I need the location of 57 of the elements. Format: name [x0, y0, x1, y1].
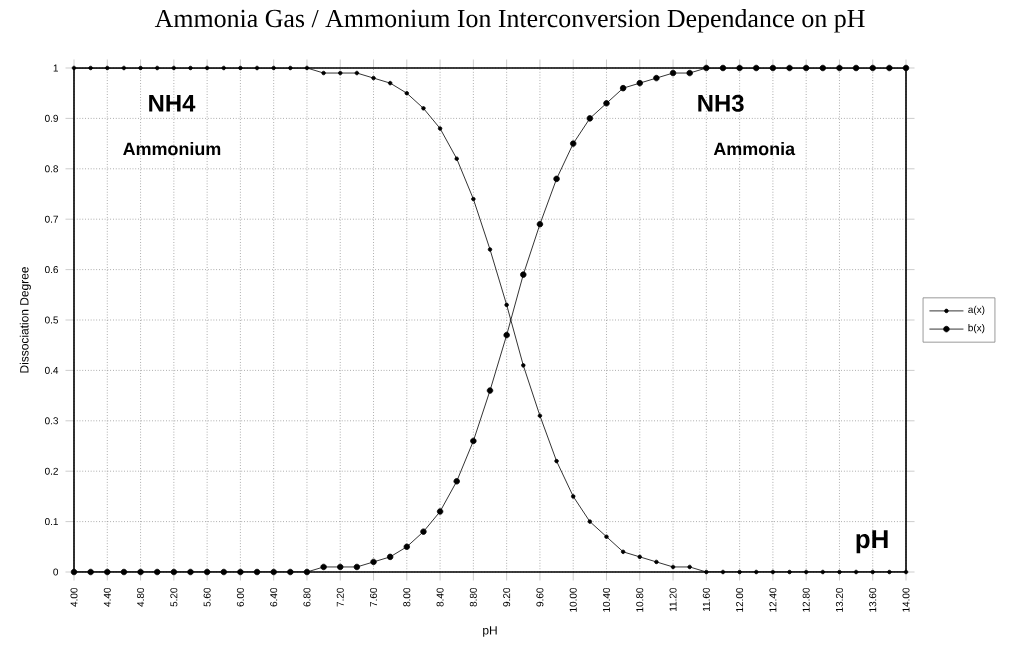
point	[303, 568, 311, 576]
point	[819, 64, 826, 72]
point	[703, 64, 710, 72]
annotation: Ammonia	[713, 142, 796, 156]
point	[203, 568, 211, 576]
point	[736, 64, 743, 72]
point	[636, 79, 643, 87]
point	[120, 568, 128, 576]
point	[220, 568, 227, 576]
point	[769, 64, 777, 72]
point	[753, 64, 760, 72]
point	[570, 140, 577, 147]
point	[187, 568, 194, 576]
point	[170, 568, 178, 576]
point	[287, 568, 294, 576]
point	[536, 221, 544, 228]
point	[403, 543, 410, 550]
point	[486, 387, 494, 394]
annotation: pH	[856, 530, 888, 554]
point	[586, 115, 594, 122]
point	[619, 84, 627, 92]
point	[869, 64, 876, 72]
point	[253, 568, 261, 576]
point	[386, 553, 394, 561]
point	[719, 64, 727, 72]
point	[852, 64, 860, 72]
point	[520, 271, 527, 278]
point	[653, 74, 660, 82]
point	[104, 568, 111, 576]
point	[902, 64, 910, 72]
annotation: Ammonium	[123, 142, 221, 156]
point	[320, 563, 327, 571]
annotation: NH3	[698, 94, 744, 112]
annotation: NH4	[149, 95, 196, 112]
point	[87, 568, 94, 576]
point	[802, 64, 810, 72]
point	[70, 568, 78, 576]
point	[270, 568, 277, 576]
point	[603, 100, 610, 107]
point	[420, 528, 427, 535]
point	[237, 568, 244, 576]
point	[353, 563, 361, 571]
chart-title: Ammonia Gas / Ammonium Ion Interconversion Dependance on pH	[154, 9, 865, 33]
point	[669, 69, 677, 77]
point	[137, 568, 144, 576]
point	[686, 69, 693, 77]
point	[370, 558, 377, 566]
point	[436, 508, 444, 515]
point	[786, 64, 793, 72]
point	[337, 563, 344, 571]
point	[553, 175, 560, 183]
point	[470, 437, 477, 445]
point	[503, 331, 510, 339]
point	[154, 568, 161, 576]
point	[836, 64, 843, 72]
point	[453, 478, 460, 485]
point	[886, 64, 893, 72]
